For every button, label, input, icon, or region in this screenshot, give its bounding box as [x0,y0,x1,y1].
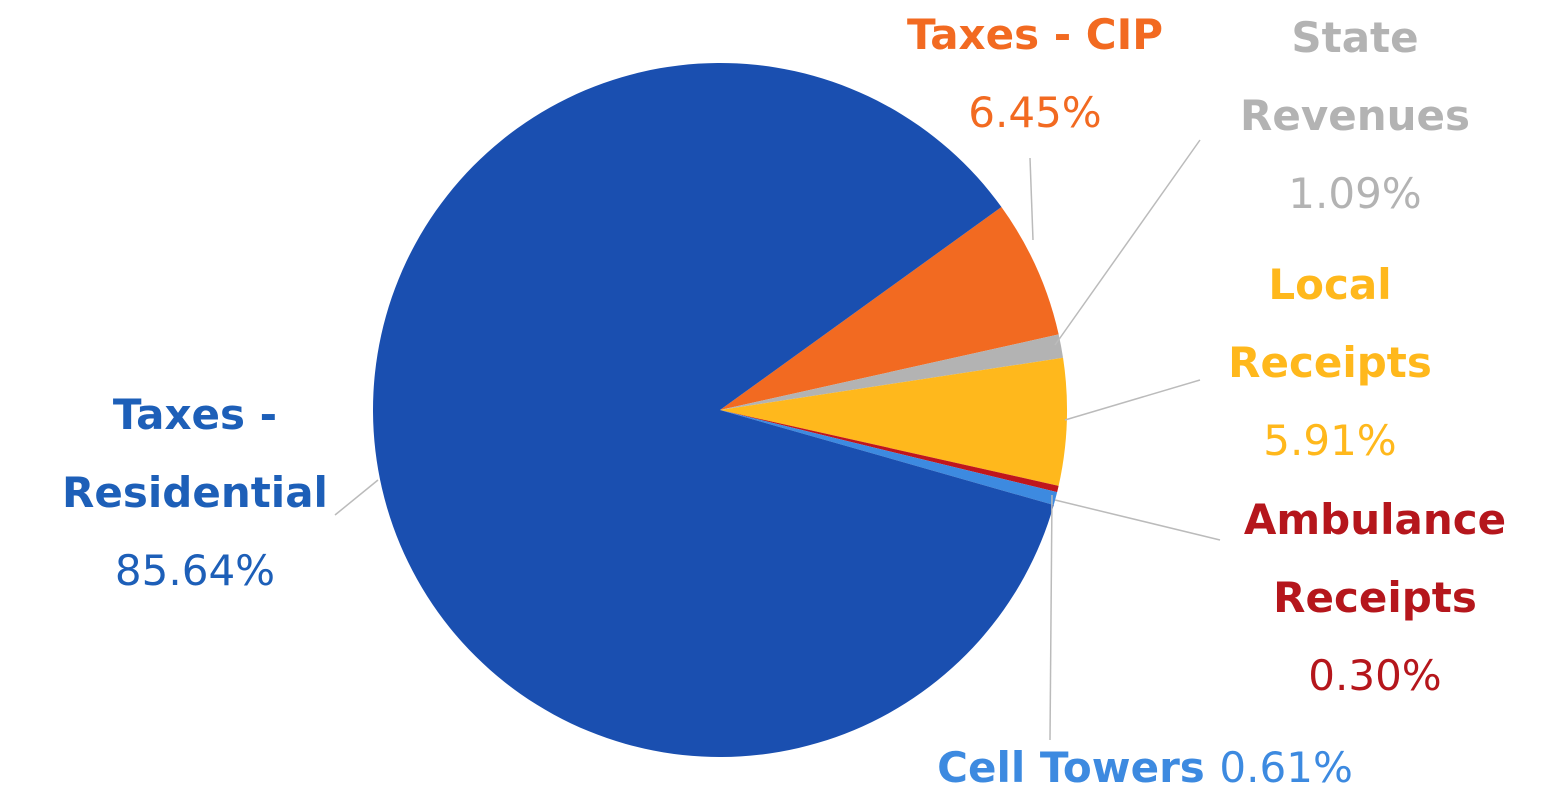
leader-line [1064,379,1201,421]
category-label: Local Receipts [1228,260,1432,387]
pie-slice [720,207,1059,410]
leader-line [1049,494,1053,741]
leader-line [1029,157,1034,241]
category-label: Ambulance Receipts [1243,495,1507,622]
value-label: 1.09% [1288,169,1422,218]
pie-slice [720,410,1059,493]
leader-line [1054,499,1221,541]
slice-label: Cell Towers 0.61% [845,729,1445,807]
value-label: 85.64% [114,546,276,595]
slice-label: Local Receipts 5.91% [1200,246,1460,480]
category-label: State Revenues [1240,13,1470,140]
category-label: Cell Towers [937,743,1205,792]
pie-slice [720,410,1058,506]
value-label: 5.91% [1263,416,1397,465]
slice-label: Taxes - Residential 85.64% [55,376,335,610]
pie-slice [372,62,1054,757]
slice-label: Taxes - CIP 6.45% [875,0,1195,152]
slice-label: Ambulance Receipts 0.30% [1210,481,1540,715]
value-label: 0.30% [1308,651,1442,700]
category-label: Taxes - CIP [906,10,1164,59]
category-label: Taxes - Residential [62,390,328,517]
pie-slice [720,334,1064,410]
leader-line [1054,139,1201,346]
slice-label: State Revenues 1.09% [1215,0,1495,233]
pie-slice [720,357,1067,486]
value-label: 6.45% [968,88,1102,137]
leader-line [334,479,379,516]
value-label: 0.61% [1219,743,1353,792]
